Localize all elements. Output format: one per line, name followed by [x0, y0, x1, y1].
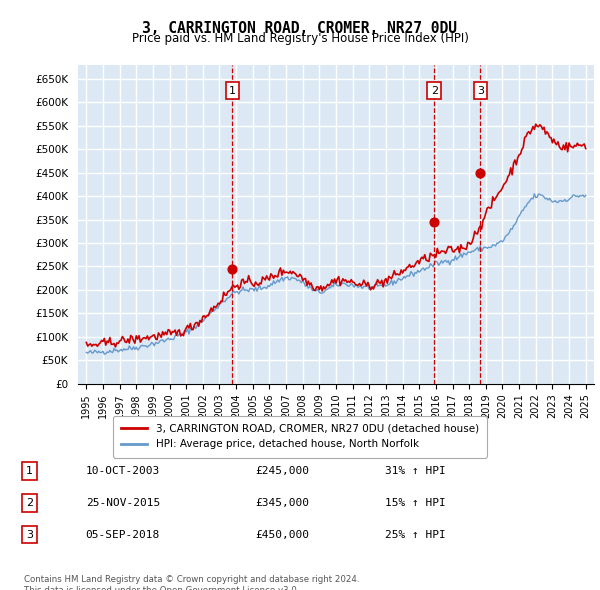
Text: 2: 2 [26, 498, 33, 507]
Text: £450,000: £450,000 [255, 530, 309, 539]
Text: 1: 1 [26, 466, 33, 476]
Text: 31% ↑ HPI: 31% ↑ HPI [385, 466, 445, 476]
Text: 25% ↑ HPI: 25% ↑ HPI [385, 530, 445, 539]
Text: Price paid vs. HM Land Registry's House Price Index (HPI): Price paid vs. HM Land Registry's House … [131, 32, 469, 45]
Legend: 3, CARRINGTON ROAD, CROMER, NR27 0DU (detached house), HPI: Average price, detac: 3, CARRINGTON ROAD, CROMER, NR27 0DU (de… [113, 416, 487, 457]
Text: £245,000: £245,000 [255, 466, 309, 476]
Text: 1: 1 [229, 86, 236, 96]
Text: 25-NOV-2015: 25-NOV-2015 [86, 498, 160, 507]
Point [430, 217, 439, 227]
Text: 05-SEP-2018: 05-SEP-2018 [86, 530, 160, 539]
Text: 3, CARRINGTON ROAD, CROMER, NR27 0DU: 3, CARRINGTON ROAD, CROMER, NR27 0DU [143, 21, 458, 35]
Text: 3: 3 [26, 530, 33, 539]
Point [476, 168, 485, 178]
Text: 10-OCT-2003: 10-OCT-2003 [86, 466, 160, 476]
Text: 15% ↑ HPI: 15% ↑ HPI [385, 498, 445, 507]
Text: 3: 3 [477, 86, 484, 96]
Text: 2: 2 [431, 86, 438, 96]
Text: £345,000: £345,000 [255, 498, 309, 507]
Point [227, 264, 237, 273]
Text: Contains HM Land Registry data © Crown copyright and database right 2024.
This d: Contains HM Land Registry data © Crown c… [24, 575, 359, 590]
